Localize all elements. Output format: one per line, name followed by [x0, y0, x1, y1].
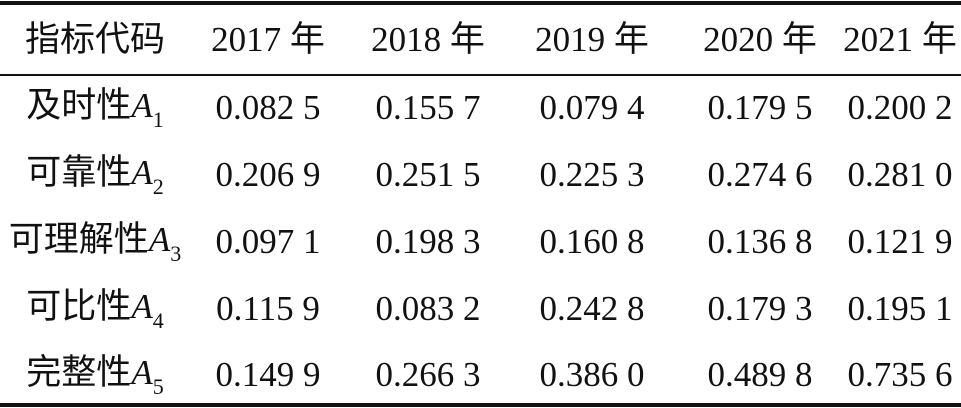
indicator-subscript: 3: [170, 241, 182, 266]
row-label: 可靠性A2: [26, 153, 164, 199]
row-label: 可比性A4: [26, 287, 164, 333]
indicator-symbol: A: [131, 86, 153, 125]
value-cell: 0.266 3: [375, 355, 481, 394]
value-cell: 0.198 3: [375, 222, 481, 261]
value-cell: 0.121 9: [847, 222, 953, 261]
indicator-symbol: A: [131, 287, 153, 326]
indicator-name: 及时性: [26, 86, 132, 125]
value-cell: 0.735 6: [847, 355, 953, 394]
value-cell: 0.179 5: [707, 88, 813, 127]
value-cell: 0.195 1: [847, 289, 953, 328]
value-cell: 0.179 3: [707, 289, 813, 328]
indicator-name: 可靠性: [26, 153, 132, 192]
value-cell: 0.489 8: [707, 355, 813, 394]
value-cell: 0.136 8: [707, 222, 813, 261]
value-cell: 0.225 3: [539, 155, 645, 194]
value-cell: 0.281 0: [847, 155, 953, 194]
row-label: 可理解性A3: [8, 220, 182, 266]
indicator-symbol: A: [131, 153, 153, 192]
value-cell: 0.082 5: [215, 88, 321, 127]
indicator-subscript: 5: [152, 374, 164, 399]
value-cell: 0.206 9: [215, 155, 321, 194]
value-cell: 0.160 8: [539, 222, 645, 261]
top-rule: [0, 1, 961, 5]
value-cell: 0.115 9: [216, 289, 320, 328]
header-cell: 2021 年: [843, 20, 957, 59]
value-cell: 0.149 9: [215, 355, 321, 394]
indicator-symbol: A: [131, 353, 153, 392]
header-cell: 2020 年: [703, 20, 817, 59]
indicator-subscript: 1: [152, 107, 164, 132]
header-rule: [0, 74, 961, 76]
value-cell: 0.200 2: [847, 88, 953, 127]
value-cell: 0.274 6: [707, 155, 813, 194]
header-cell: 2019 年: [535, 20, 649, 59]
header-cell: 指标代码: [24, 20, 166, 59]
indicator-name: 可比性: [26, 287, 132, 326]
row-label: 完整性A5: [26, 353, 164, 399]
header-cell: 2017 年: [211, 20, 325, 59]
bottom-rule: [0, 403, 961, 407]
value-cell: 0.155 7: [375, 88, 481, 127]
indicator-symbol: A: [148, 220, 171, 259]
value-cell: 0.251 5: [375, 155, 481, 194]
value-cell: 0.079 4: [539, 88, 645, 127]
value-cell: 0.242 8: [539, 289, 645, 328]
indicator-subscript: 4: [152, 308, 164, 333]
row-label: 及时性A1: [26, 86, 164, 132]
indicator-subscript: 2: [152, 174, 164, 199]
value-cell: 0.386 0: [539, 355, 645, 394]
indicator-name: 可理解性: [8, 220, 149, 259]
indicator-name: 完整性: [26, 353, 132, 392]
header-cell: 2018 年: [371, 20, 485, 59]
value-cell: 0.097 1: [215, 222, 321, 261]
value-cell: 0.083 2: [375, 289, 481, 328]
